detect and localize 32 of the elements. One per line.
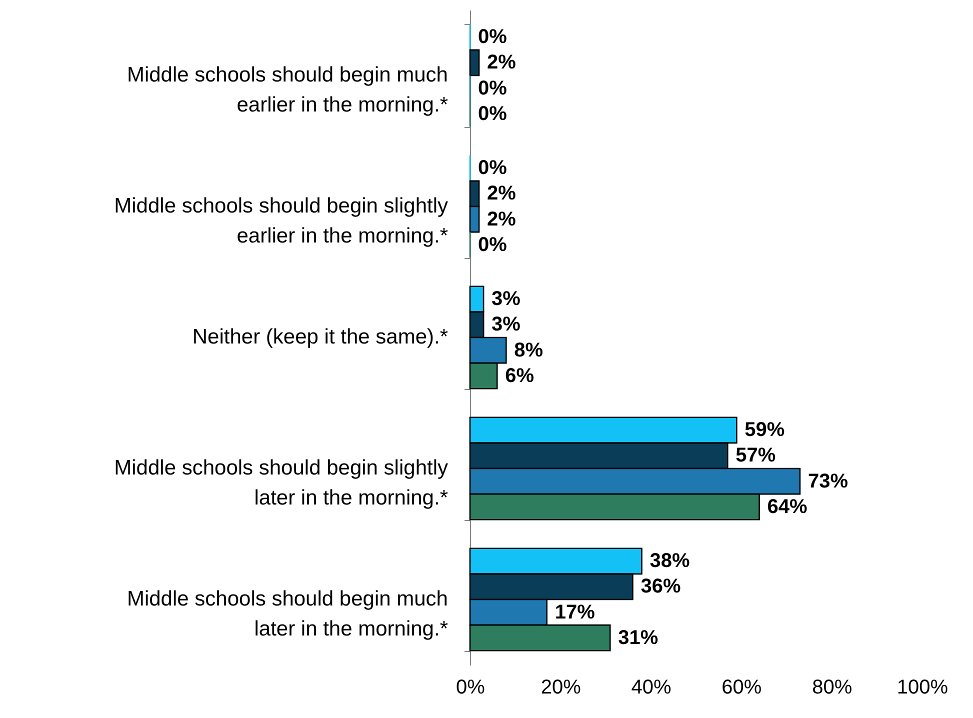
bar <box>469 49 480 76</box>
data-label: 36% <box>640 576 681 598</box>
data-label: 8% <box>514 339 544 362</box>
data-label: 17% <box>554 601 596 624</box>
data-label: 59% <box>744 419 785 442</box>
data-label: 57% <box>736 444 776 467</box>
data-label: 0% <box>478 234 508 256</box>
data-label: 0% <box>478 77 508 100</box>
y-tick-label: Middle schools should begin much later in the morning.* <box>126 588 448 640</box>
y-tick-label: Middle schools should begin much earlier in the morning.* <box>126 64 448 116</box>
data-label: 0% <box>478 102 508 125</box>
data-label: 0% <box>478 26 508 48</box>
x-tick-label: 20% <box>540 676 582 698</box>
x-tick-label: 0% <box>456 676 486 698</box>
x-tick-label: 40% <box>631 676 672 698</box>
y-tick-label: Middle schools should begin slightly earlier in the morning.* <box>114 194 448 248</box>
y-tick-label: Neither (keep it the same).* <box>192 326 448 348</box>
data-label: 0% <box>478 157 508 180</box>
x-tick-label: 60% <box>722 676 762 698</box>
x-tick-label: 80% <box>812 676 852 698</box>
data-label: 2% <box>487 208 516 230</box>
data-label: 6% <box>505 364 534 387</box>
data-label: 2% <box>487 182 516 205</box>
data-label: 3% <box>492 288 521 310</box>
y-tick-label: Middle schools should begin slightly later in the morning.* <box>114 456 448 510</box>
data-label: 3% <box>492 314 521 336</box>
x-tick-label: 100% <box>896 676 948 698</box>
data-label: 73% <box>808 470 848 492</box>
data-label: 38% <box>650 550 690 572</box>
data-label: 2% <box>487 52 516 74</box>
data-label: 64% <box>767 496 808 518</box>
data-label: 31% <box>618 626 658 649</box>
